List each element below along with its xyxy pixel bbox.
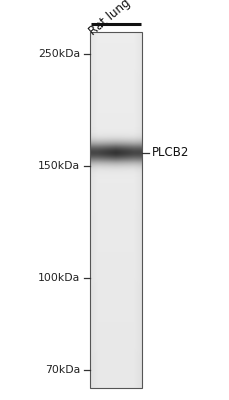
- Bar: [90, 32, 142, 388]
- Text: 150kDa: 150kDa: [38, 161, 80, 171]
- Text: 100kDa: 100kDa: [38, 273, 80, 283]
- Text: 70kDa: 70kDa: [45, 365, 80, 375]
- Text: Rat lung: Rat lung: [87, 0, 133, 38]
- Text: PLCB2: PLCB2: [152, 146, 190, 159]
- Text: 250kDa: 250kDa: [38, 49, 80, 59]
